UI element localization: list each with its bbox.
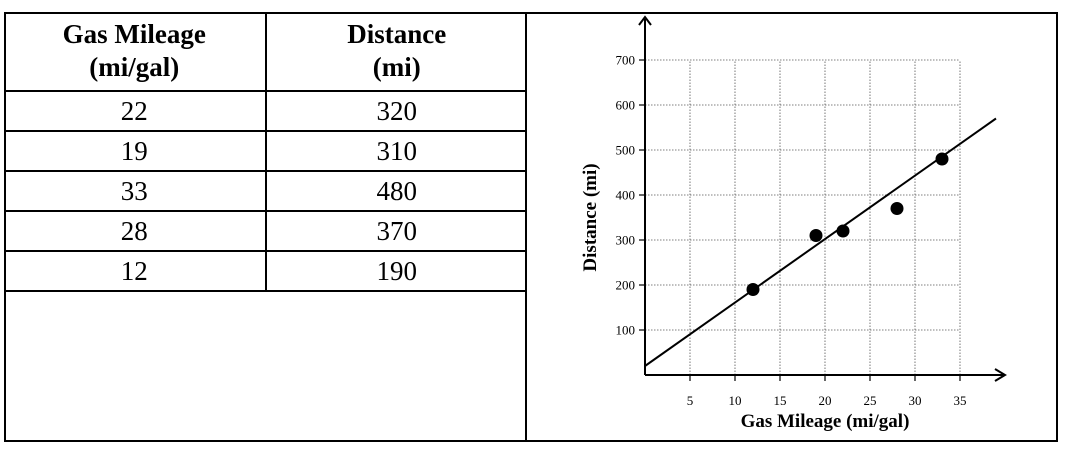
x-tick-label: 15 <box>774 393 787 408</box>
y-tick-label: 200 <box>616 278 636 293</box>
data-table: Gas Mileage (mi/gal) Distance (mi) 22 32… <box>4 12 527 292</box>
cell-gas-mileage: 22 <box>4 91 267 132</box>
table-row: 12 190 <box>4 251 527 292</box>
x-tick-label: 10 <box>729 393 742 408</box>
x-tick-label: 30 <box>909 393 922 408</box>
data-point <box>746 283 760 296</box>
table-row: 28 370 <box>4 211 527 252</box>
y-tick-label: 500 <box>616 143 636 158</box>
y-tick-label: 400 <box>616 188 636 203</box>
y-tick-label: 300 <box>616 233 636 248</box>
x-tick-label: 35 <box>954 393 967 408</box>
cell-distance: 310 <box>265 131 527 172</box>
header-unit: (mi) <box>372 52 421 82</box>
data-point <box>809 229 823 242</box>
chart-axes <box>638 15 1007 382</box>
y-axis-arrow <box>638 15 652 26</box>
scatter-chart: 5 10 15 20 25 30 35 100 200 300 400 500 600 700 Gas M… <box>580 15 1007 432</box>
y-tick-label: 600 <box>616 98 636 113</box>
header-line: Gas Mileage <box>62 19 206 49</box>
header-unit: (mi/gal) <box>89 52 180 82</box>
chart-ticks: 5 10 15 20 25 30 35 100 200 300 400 500 600 700 <box>616 53 967 409</box>
chart-marks <box>644 117 997 367</box>
x-axis-arrow <box>994 368 1007 382</box>
cell-gas-mileage: 19 <box>4 131 267 172</box>
cell-distance: 190 <box>265 251 527 292</box>
y-tick-label: 700 <box>616 53 636 68</box>
chart-grid <box>645 59 961 375</box>
cell-distance: 370 <box>265 211 527 252</box>
data-point <box>890 202 904 215</box>
cell-gas-mileage: 12 <box>4 251 267 292</box>
y-tick-label: 100 <box>616 323 636 338</box>
cell-distance: 320 <box>265 91 527 132</box>
cell-distance: 480 <box>265 171 527 212</box>
data-point <box>935 152 949 166</box>
x-tick-label: 5 <box>687 393 694 408</box>
data-point <box>836 224 850 238</box>
table-header-row: Gas Mileage (mi/gal) Distance (mi) <box>4 12 527 92</box>
x-tick-label: 25 <box>864 393 877 408</box>
cell-gas-mileage: 33 <box>4 171 267 212</box>
column-header-gas-mileage: Gas Mileage (mi/gal) <box>4 12 267 92</box>
table-row: 19 310 <box>4 131 527 172</box>
header-line: Distance <box>347 19 447 49</box>
x-axis-label: Gas Mileage (mi/gal) <box>741 411 910 432</box>
column-header-distance: Distance (mi) <box>265 12 527 92</box>
table-row: 22 320 <box>4 91 527 132</box>
x-tick-label: 20 <box>819 393 832 408</box>
cell-gas-mileage: 28 <box>4 211 267 252</box>
table-row: 33 480 <box>4 171 527 212</box>
y-axis-label: Distance (mi) <box>580 163 601 271</box>
